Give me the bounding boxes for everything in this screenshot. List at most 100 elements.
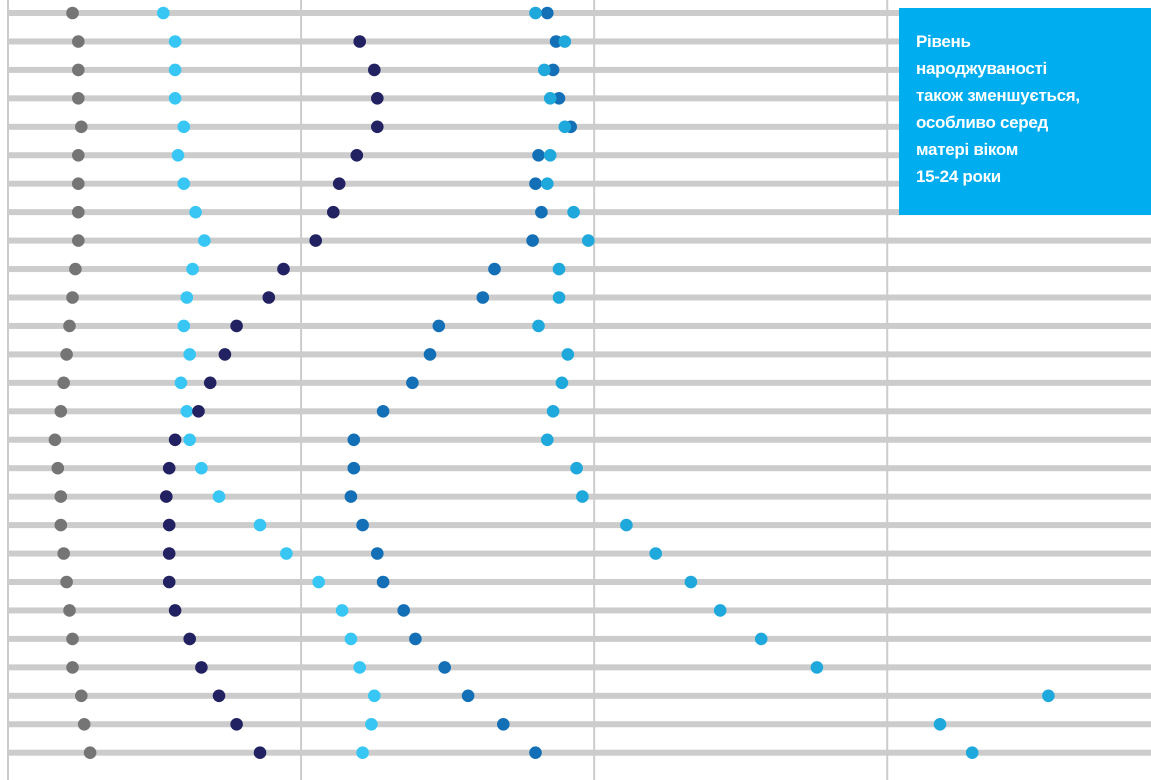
data-point-series-5 [558, 35, 572, 48]
data-point-series-1 [77, 718, 91, 731]
row-band [8, 266, 1151, 273]
data-point-series-3 [327, 205, 340, 219]
row-band [8, 607, 1151, 614]
annotation-box: Рівень народжуваності також зменшується,… [899, 8, 1151, 215]
data-point-series-1 [60, 348, 73, 361]
data-point-series-4 [476, 291, 490, 304]
data-point-series-4 [397, 604, 411, 617]
data-point-series-5 [529, 6, 542, 20]
data-point-series-4 [546, 63, 560, 77]
data-point-series-2 [177, 177, 191, 190]
data-point-series-2 [183, 348, 196, 361]
data-point-series-3 [203, 376, 217, 390]
data-point-series-5 [570, 461, 583, 475]
data-point-series-2 [174, 376, 188, 390]
row-band [8, 721, 1151, 728]
data-point-series-1 [72, 92, 85, 105]
data-point-series-1 [66, 632, 79, 646]
data-point-series-4 [406, 376, 419, 390]
gridlines [7, 0, 889, 780]
data-point-series-3 [162, 518, 176, 532]
row-band [8, 522, 1151, 529]
row-band [8, 322, 1151, 329]
data-point-series-2 [195, 461, 208, 475]
data-point-series-4 [438, 661, 452, 674]
data-point-series-4 [376, 405, 390, 418]
row-band [8, 237, 1151, 244]
row-band [8, 579, 1151, 585]
data-point-series-4 [529, 177, 542, 190]
data-point-series-3 [195, 661, 208, 674]
row-band [8, 10, 1151, 16]
data-point-series-5 [532, 319, 545, 333]
data-point-series-4 [552, 92, 566, 105]
data-point-series-5 [582, 234, 595, 247]
data-point-series-3 [371, 92, 384, 105]
data-point-series-1 [72, 177, 85, 190]
data-point-series-2 [189, 205, 202, 219]
data-point-series-3 [183, 632, 196, 646]
row-band [8, 351, 1151, 358]
data-point-series-5 [684, 575, 698, 589]
data-point-series-1 [72, 35, 85, 48]
data-point-series-5 [558, 120, 572, 134]
row-band [8, 692, 1151, 699]
row-band [8, 152, 1151, 159]
data-point-series-5 [546, 405, 560, 418]
data-point-series-5 [555, 376, 569, 390]
data-point-series-4 [347, 461, 361, 475]
data-point-series-1 [57, 547, 70, 560]
data-point-series-3 [162, 575, 176, 589]
data-point-series-3 [168, 604, 182, 617]
data-point-series-4 [526, 234, 539, 247]
data-point-series-2 [365, 718, 378, 731]
data-point-series-1 [72, 149, 85, 162]
data-point-series-3 [160, 490, 173, 503]
data-point-series-4 [347, 433, 361, 447]
data-point-series-1 [75, 689, 88, 703]
data-point-series-5 [713, 604, 727, 617]
data-point-series-2 [183, 433, 196, 447]
data-point-series-5 [1042, 689, 1055, 703]
data-point-series-4 [535, 205, 548, 219]
data-point-series-4 [549, 35, 563, 48]
data-point-series-5 [810, 661, 824, 674]
data-point-series-4 [423, 348, 437, 361]
data-point-series-3 [230, 319, 243, 333]
row-band [8, 408, 1151, 415]
data-point-series-4 [371, 547, 384, 560]
data-point-series-1 [66, 291, 79, 304]
data-point-series-4 [461, 689, 475, 703]
data-point-series-1 [72, 205, 85, 219]
data-point-series-1 [54, 405, 68, 418]
data-point-series-4 [488, 262, 501, 276]
data-point-series-3 [212, 689, 226, 703]
data-point-series-5 [576, 490, 589, 503]
data-point-series-4 [409, 632, 422, 646]
data-point-series-2 [168, 35, 182, 48]
data-point-series-2 [198, 234, 211, 247]
data-point-series-1 [75, 120, 88, 134]
data-point-series-2 [344, 632, 358, 646]
data-point-series-3 [350, 149, 364, 162]
row-band [8, 123, 1151, 130]
data-point-series-1 [51, 461, 65, 475]
data-point-series-2 [177, 120, 191, 134]
data-point-series-4 [541, 6, 554, 20]
row-band [8, 635, 1151, 642]
data-point-series-3 [192, 405, 205, 418]
data-point-series-2 [177, 319, 191, 333]
data-point-series-1 [72, 234, 85, 247]
row-band [8, 436, 1151, 443]
data-point-series-1 [69, 262, 82, 276]
data-point-series-1 [54, 490, 68, 503]
data-point-series-2 [280, 547, 293, 560]
data-point-series-2 [253, 518, 267, 532]
row-band [8, 550, 1151, 557]
data-point-series-5 [543, 92, 557, 105]
row-band [8, 379, 1151, 386]
data-point-series-3 [230, 718, 243, 731]
data-point-series-4 [529, 746, 542, 759]
data-point-series-3 [368, 63, 381, 77]
